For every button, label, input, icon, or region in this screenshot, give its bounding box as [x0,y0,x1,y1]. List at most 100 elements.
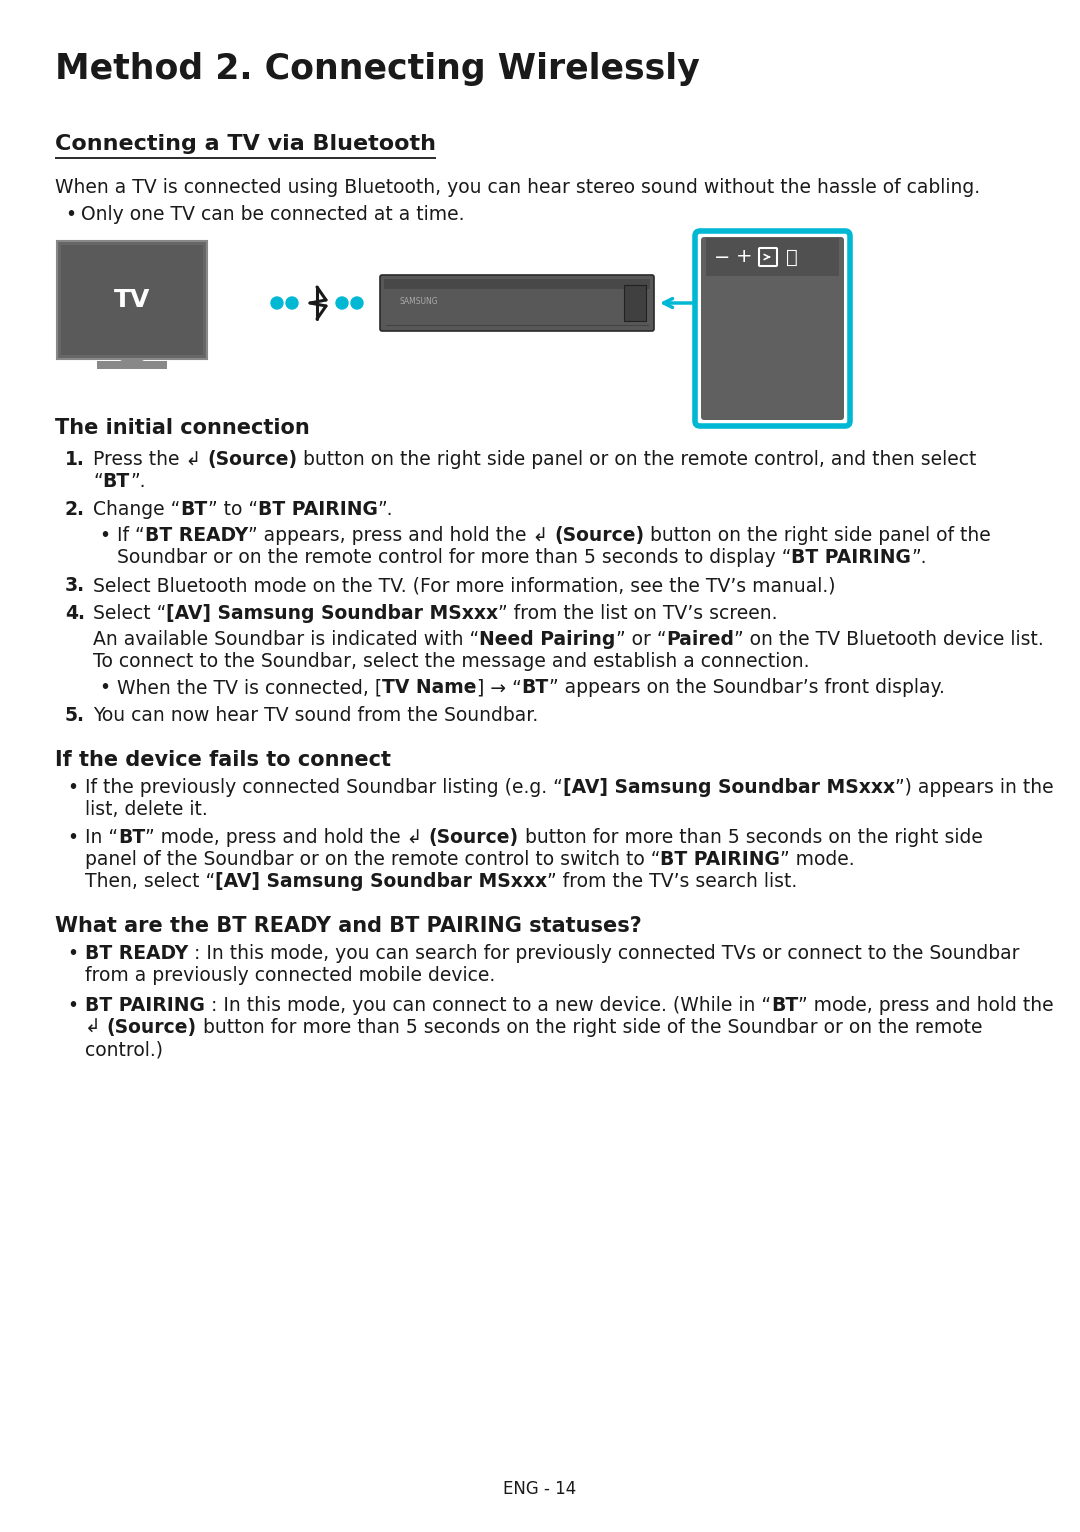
Polygon shape [120,358,144,362]
Text: 2.: 2. [65,499,85,519]
Text: Soundbar or on the remote control for more than 5 seconds to display “: Soundbar or on the remote control for mo… [117,548,792,567]
Circle shape [336,297,348,309]
Text: button for more than 5 seconds on the right side: button for more than 5 seconds on the ri… [518,827,983,847]
Text: [AV] Samsung Soundbar MSxxx: [AV] Samsung Soundbar MSxxx [215,872,548,892]
Text: list, delete it.: list, delete it. [85,800,207,820]
Text: BT: BT [522,679,549,697]
Text: Then, select “: Then, select “ [85,872,215,892]
Text: BT PAIRING: BT PAIRING [257,499,377,519]
Text: −: − [714,248,730,267]
Text: ”) appears in the: ”) appears in the [895,778,1053,797]
Text: +: + [735,248,753,267]
Text: control.): control.) [85,1040,163,1059]
Text: Select Bluetooth mode on the TV. (For more information, see the TV’s manual.): Select Bluetooth mode on the TV. (For mo… [93,576,836,594]
Text: ”.: ”. [377,499,393,519]
Text: BT: BT [771,996,798,1016]
Text: Only one TV can be connected at a time.: Only one TV can be connected at a time. [81,205,464,224]
Text: BT: BT [118,827,145,847]
Text: Press the ↲: Press the ↲ [93,450,207,469]
Circle shape [351,297,363,309]
Text: ↲: ↲ [85,1017,107,1037]
Text: When the TV is connected, [: When the TV is connected, [ [117,679,382,697]
Text: ] → “: ] → “ [476,679,522,697]
Text: button on the right side panel of the: button on the right side panel of the [645,525,991,545]
Text: ⏻: ⏻ [786,248,798,267]
Text: 4.: 4. [65,604,85,624]
Text: Connecting a TV via Bluetooth: Connecting a TV via Bluetooth [55,133,436,155]
Text: ”.: ”. [130,472,146,490]
FancyBboxPatch shape [60,245,203,355]
Text: [AV] Samsung Soundbar MSxxx: [AV] Samsung Soundbar MSxxx [563,778,895,797]
Text: You can now hear TV sound from the Soundbar.: You can now hear TV sound from the Sound… [93,706,538,725]
Text: : In this mode, you can connect to a new device. (While in “: : In this mode, you can connect to a new… [205,996,771,1016]
Text: BT PAIRING: BT PAIRING [660,850,780,869]
Text: •: • [65,205,76,224]
Text: To connect to the Soundbar, select the message and establish a connection.: To connect to the Soundbar, select the m… [93,653,810,671]
Text: from a previously connected mobile device.: from a previously connected mobile devic… [85,967,496,985]
Text: BT PAIRING: BT PAIRING [85,996,205,1016]
Text: If the device fails to connect: If the device fails to connect [55,751,391,771]
Text: Paired: Paired [666,630,734,650]
FancyBboxPatch shape [696,231,850,426]
Text: •: • [67,827,78,847]
Text: ” from the TV’s search list.: ” from the TV’s search list. [548,872,797,892]
Text: •: • [99,679,110,697]
Text: SAMSUNG: SAMSUNG [400,297,438,305]
Text: : In this mode, you can search for previously connected TVs or connect to the So: : In this mode, you can search for previ… [188,944,1020,964]
Text: 1.: 1. [65,450,85,469]
Text: (Source): (Source) [107,1017,197,1037]
Text: ” appears on the Soundbar’s front display.: ” appears on the Soundbar’s front displa… [549,679,945,697]
Text: If the previously connected Soundbar listing (e.g. “: If the previously connected Soundbar lis… [85,778,563,797]
Text: ” mode, press and hold the ↲: ” mode, press and hold the ↲ [145,827,429,847]
Text: TV: TV [113,288,150,313]
Text: TV Name: TV Name [382,679,476,697]
FancyBboxPatch shape [624,285,646,322]
Text: 5.: 5. [65,706,85,725]
FancyBboxPatch shape [380,276,654,331]
Text: ” on the TV Bluetooth device list.: ” on the TV Bluetooth device list. [734,630,1043,650]
Text: button for more than 5 seconds on the right side of the Soundbar or on the remot: button for more than 5 seconds on the ri… [197,1017,983,1037]
Text: ” mode.: ” mode. [780,850,855,869]
Text: When a TV is connected using Bluetooth, you can hear stereo sound without the ha: When a TV is connected using Bluetooth, … [55,178,981,198]
Text: panel of the Soundbar or on the remote control to switch to “: panel of the Soundbar or on the remote c… [85,850,660,869]
Text: (Source): (Source) [429,827,518,847]
Text: [AV] Samsung Soundbar MSxxx: [AV] Samsung Soundbar MSxxx [166,604,498,624]
Text: BT PAIRING: BT PAIRING [792,548,912,567]
Circle shape [286,297,298,309]
Text: ” to “: ” to “ [207,499,257,519]
Text: What are the BT READY and BT PAIRING statuses?: What are the BT READY and BT PAIRING sta… [55,916,642,936]
Text: •: • [67,778,78,797]
Text: Change “: Change “ [93,499,180,519]
Text: An available Soundbar is indicated with “: An available Soundbar is indicated with … [93,630,480,650]
FancyBboxPatch shape [97,362,167,369]
Text: ”.: ”. [912,548,927,567]
Text: button on the right side panel or on the remote control, and then select: button on the right side panel or on the… [297,450,976,469]
Text: 3.: 3. [65,576,85,594]
Text: If “: If “ [117,525,145,545]
Text: BT: BT [180,499,207,519]
Circle shape [271,297,283,309]
Text: •: • [99,525,110,545]
Text: ” or “: ” or “ [616,630,666,650]
Text: BT READY: BT READY [85,944,188,964]
Text: The initial connection: The initial connection [55,418,310,438]
Text: BT: BT [103,472,130,490]
Text: “: “ [93,472,103,490]
Text: (Source): (Source) [554,525,645,545]
Text: Method 2. Connecting Wirelessly: Method 2. Connecting Wirelessly [55,52,700,86]
Text: ” from the list on TV’s screen.: ” from the list on TV’s screen. [498,604,778,624]
Text: ENG - 14: ENG - 14 [503,1480,577,1498]
Text: (Source): (Source) [207,450,297,469]
Text: Need Pairing: Need Pairing [480,630,616,650]
FancyBboxPatch shape [384,279,650,290]
Text: •: • [67,944,78,964]
Text: •: • [67,996,78,1016]
Text: In “: In “ [85,827,118,847]
Text: BT READY: BT READY [145,525,248,545]
Text: Select “: Select “ [93,604,166,624]
FancyBboxPatch shape [57,241,207,358]
FancyBboxPatch shape [706,237,839,276]
Text: ” mode, press and hold the: ” mode, press and hold the [798,996,1054,1016]
Text: ” appears, press and hold the ↲: ” appears, press and hold the ↲ [248,525,554,545]
FancyBboxPatch shape [701,237,843,420]
